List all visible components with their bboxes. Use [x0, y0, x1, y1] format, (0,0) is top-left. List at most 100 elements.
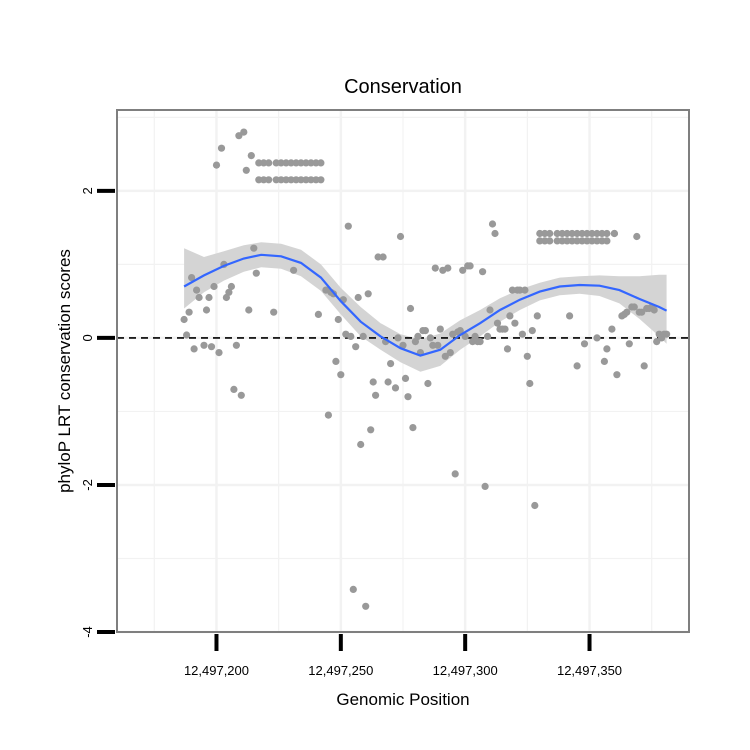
data-point	[511, 319, 519, 327]
data-point	[653, 338, 661, 346]
data-point	[282, 159, 290, 167]
data-point	[603, 229, 611, 238]
data-point	[456, 327, 464, 335]
data-point	[461, 332, 469, 340]
data-point	[409, 424, 417, 432]
data-point	[367, 426, 375, 434]
data-point	[488, 220, 497, 228]
data-point	[240, 128, 248, 136]
data-point	[566, 312, 574, 320]
data-point	[277, 176, 285, 184]
data-point	[205, 293, 213, 302]
data-point	[508, 286, 516, 294]
smooth-line	[183, 253, 668, 357]
data-point	[347, 332, 355, 340]
data-point	[277, 159, 285, 167]
y-axis: -4 -2 0 2	[80, 187, 115, 638]
data-point	[225, 288, 233, 296]
data-point	[523, 352, 531, 360]
data-point	[406, 304, 415, 313]
data-point	[287, 159, 295, 167]
data-point	[493, 319, 502, 327]
data-point	[232, 341, 240, 349]
data-point	[404, 393, 412, 401]
data-point	[200, 341, 208, 349]
data-point	[202, 306, 211, 314]
data-point	[396, 232, 405, 241]
confidence-ribbon	[184, 242, 667, 372]
data-point	[387, 360, 395, 368]
data-point	[573, 237, 581, 245]
data-point	[563, 229, 571, 238]
data-point	[212, 161, 221, 169]
data-point	[414, 332, 422, 340]
data-point	[290, 266, 298, 274]
data-points	[180, 128, 671, 610]
data-point	[424, 379, 432, 388]
data-point	[242, 166, 250, 174]
chart-title: Conservation	[344, 76, 462, 98]
y-tick-label: 2	[80, 187, 95, 194]
data-point	[227, 282, 235, 291]
data-point	[210, 282, 218, 291]
data-point	[583, 229, 591, 238]
data-point	[270, 308, 278, 316]
x-tick-label: 12,497,200	[184, 663, 249, 678]
data-point	[359, 332, 367, 340]
data-point	[379, 253, 387, 261]
data-point	[479, 268, 487, 276]
data-point	[593, 334, 601, 342]
data-point	[444, 264, 452, 272]
data-point	[344, 222, 352, 230]
data-point	[610, 229, 619, 238]
data-point	[247, 152, 255, 160]
data-point	[399, 341, 407, 349]
data-point	[613, 371, 621, 379]
data-point	[352, 343, 360, 351]
y-tick-label: -2	[80, 479, 95, 491]
data-point	[297, 176, 305, 184]
data-point	[317, 159, 325, 167]
data-point	[486, 306, 494, 314]
data-point	[638, 308, 646, 316]
x-axis: 12,497,200 12,497,250 12,497,300 12,497,350	[184, 634, 622, 678]
data-point	[553, 229, 561, 238]
data-point	[528, 327, 536, 335]
data-point	[180, 315, 188, 324]
data-point	[623, 308, 631, 316]
data-point	[215, 349, 223, 357]
data-point	[593, 237, 601, 245]
data-point	[521, 286, 529, 294]
data-point	[580, 340, 589, 348]
data-point	[536, 229, 544, 238]
data-point	[337, 371, 345, 379]
data-point	[625, 340, 633, 348]
data-point	[553, 237, 561, 245]
data-point	[250, 244, 258, 252]
data-point	[568, 229, 576, 238]
data-point	[372, 391, 380, 399]
data-point	[459, 266, 467, 274]
data-point	[391, 384, 400, 392]
data-point	[501, 325, 509, 333]
data-point	[506, 312, 514, 320]
x-tick-label: 12,497,250	[308, 663, 373, 678]
data-point	[369, 378, 377, 386]
data-point	[600, 357, 609, 365]
data-point	[466, 262, 474, 270]
data-point	[431, 264, 439, 272]
data-point	[546, 237, 554, 245]
plot-panel-border	[116, 109, 690, 633]
data-point	[317, 176, 325, 184]
data-point	[546, 229, 554, 238]
data-point	[588, 229, 596, 238]
data-point	[476, 338, 484, 346]
data-point	[603, 237, 611, 245]
data-point	[217, 144, 226, 152]
data-point	[451, 470, 459, 478]
data-point	[230, 385, 238, 393]
data-point	[536, 237, 544, 245]
data-point	[491, 229, 499, 238]
data-point	[481, 482, 489, 490]
data-point	[484, 332, 492, 340]
